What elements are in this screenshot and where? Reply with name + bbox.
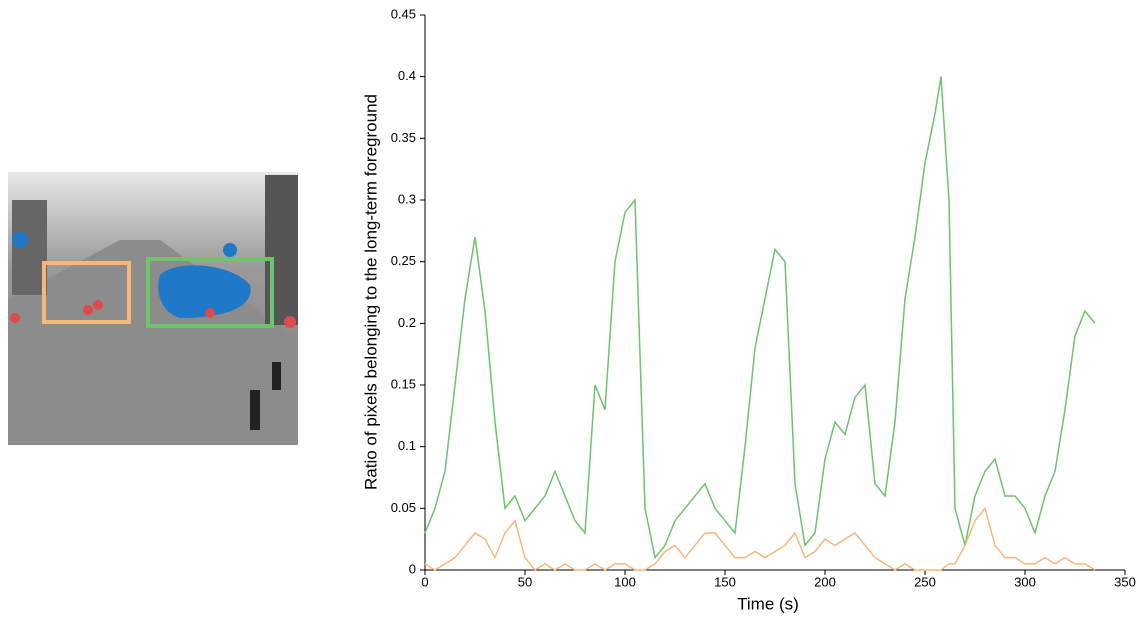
y-tick-label: 0.05 [391,500,416,515]
x-tick-label: 250 [914,574,936,589]
y-tick-label: 0.1 [398,438,416,453]
y-tick-label: 0.25 [391,253,416,268]
y-tick-label: 0.45 [391,6,416,21]
y-axis-label: Ratio of pixels belonging to the long-te… [361,94,380,490]
x-tick-label: 100 [614,574,636,589]
y-tick-label: 0.3 [398,191,416,206]
x-tick-label: 350 [1114,574,1136,589]
x-tick-label: 50 [518,574,532,589]
x-axis-label: Time (s) [737,594,799,613]
y-tick-label: 0 [409,561,416,576]
x-tick-label: 0 [421,574,428,589]
plot: 0 50 100 150 200 250 300 350 0 0.05 0.1 0.15 0.2 0.25… [391,6,1136,589]
y-tick-label: 0.35 [391,130,416,145]
y-tick-label: 0.15 [391,376,416,391]
scene-image [8,172,298,445]
x-tick-label: 200 [814,574,836,589]
y-tick-label: 0.4 [398,68,416,83]
series-line [424,76,1096,560]
x-tick-label: 150 [714,574,736,589]
y-tick-label: 0.2 [398,315,416,330]
series-line [424,506,1096,571]
x-tick-label: 300 [1014,574,1036,589]
